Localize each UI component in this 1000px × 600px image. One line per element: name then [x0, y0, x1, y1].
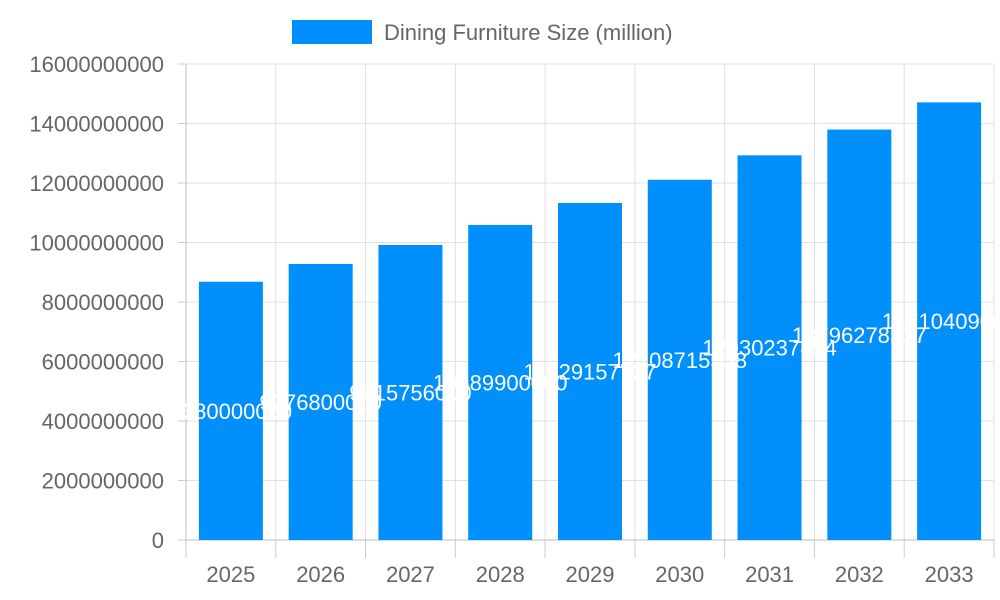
data-label-2030: 12108715538 [612, 348, 747, 373]
data-label-2025: 8680000000 [170, 399, 292, 424]
y-tick-label: 6000000000 [42, 350, 164, 375]
axes: 0 2000000000 4000000000 6000000000 800000000… [29, 52, 995, 587]
x-tick-label: 2029 [566, 562, 615, 587]
x-tick-label: 2033 [925, 562, 974, 587]
data-label-2027: 9915756000 [349, 381, 471, 406]
data-label-2032: 13796278327 [792, 323, 927, 348]
data-label-2026: 9276800000 [259, 390, 381, 415]
x-tick-label: 2030 [655, 562, 704, 587]
data-label-2033: 14710409000 [882, 309, 1000, 334]
bar-2025 [198, 281, 263, 540]
bar-2033 [917, 102, 982, 541]
data-label-2028: 10589900000 [433, 370, 568, 395]
y-tick-label: 12000000000 [29, 171, 164, 196]
bar-2032 [827, 129, 892, 540]
y-tick-label: 4000000000 [42, 409, 164, 434]
bar-2028 [468, 224, 533, 540]
legend-swatch [292, 20, 372, 44]
data-label-2031: 12930237854 [702, 336, 837, 361]
bar-2030 [647, 179, 712, 540]
y-tick-label: 0 [152, 528, 164, 553]
bar-2029 [558, 202, 622, 540]
data-labels: 8680000000927680000099157560001058990000… [170, 309, 1000, 424]
x-tick-label: 2025 [206, 562, 255, 587]
x-tick-label: 2026 [296, 562, 345, 587]
y-tick-label: 2000000000 [42, 469, 164, 494]
bar-2031 [737, 155, 802, 540]
legend-label: Dining Furniture Size (million) [384, 20, 673, 45]
y-tick-label: 16000000000 [29, 52, 164, 77]
x-tick-label: 2031 [745, 562, 794, 587]
y-tick-label: 14000000000 [29, 112, 164, 137]
y-tick-label: 8000000000 [42, 290, 164, 315]
bar-2026 [288, 264, 353, 540]
x-tick-label: 2027 [386, 562, 435, 587]
y-tick-label: 10000000000 [29, 231, 164, 256]
x-tick-label: 2028 [476, 562, 525, 587]
legend: Dining Furniture Size (million) [292, 20, 673, 45]
bars [198, 102, 982, 541]
x-tick-label: 2032 [835, 562, 884, 587]
data-label-2029: 11329157727 [524, 359, 657, 384]
bar-2027 [378, 245, 443, 540]
